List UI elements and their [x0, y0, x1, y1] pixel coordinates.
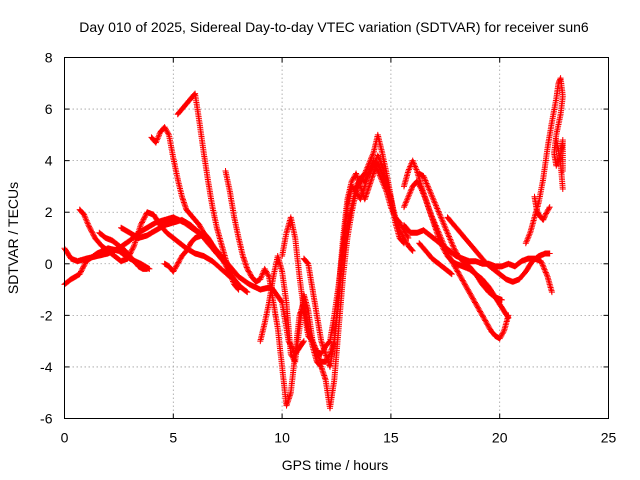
marker-path: [416, 240, 455, 278]
x-tick-label: 10: [274, 430, 290, 446]
y-tick-label: 2: [45, 204, 53, 220]
marker-path: [96, 229, 151, 272]
marker-path: [553, 137, 566, 192]
y-tick-label: -6: [40, 411, 53, 427]
x-tick-label: 5: [169, 430, 177, 446]
marker-path: [531, 193, 553, 223]
y-tick-label: 6: [45, 101, 53, 117]
series-trace-20: [531, 193, 553, 223]
marker-path: [444, 214, 553, 285]
series-trace-8: [161, 232, 251, 296]
series-trace-12: [300, 160, 390, 370]
x-tick-label: 0: [61, 430, 69, 446]
y-tick-label: 4: [45, 153, 53, 169]
series-trace-16: [416, 240, 455, 278]
y-tick-label: -2: [40, 307, 53, 323]
chart-title: Day 010 of 2025, Sidereal Day-to-day VTE…: [79, 19, 589, 35]
data-marks: [61, 75, 566, 412]
series-trace-18: [444, 214, 553, 285]
series-trace-21: [553, 137, 566, 192]
y-tick-label: 0: [45, 256, 53, 272]
y-tick-label: -4: [40, 359, 53, 375]
y-tick-label: 8: [45, 50, 53, 66]
x-tick-label: 15: [383, 430, 399, 446]
series-trace-10: [257, 152, 416, 365]
plot-frame: [64, 57, 609, 419]
x-tick-label: 20: [492, 430, 508, 446]
marker-path: [161, 232, 251, 296]
x-axis-label: GPS time / hours: [282, 457, 389, 473]
series-trace-4: [96, 229, 151, 272]
marker-path: [300, 160, 390, 370]
y-axis-label: SDTVAR / TECUs: [5, 182, 21, 294]
marker-path: [257, 152, 416, 365]
x-tick-label: 25: [601, 430, 617, 446]
axes-ticks: 0 5 10 15 20 25 -6 -4 -2 0 2 4 6 8: [40, 50, 616, 446]
